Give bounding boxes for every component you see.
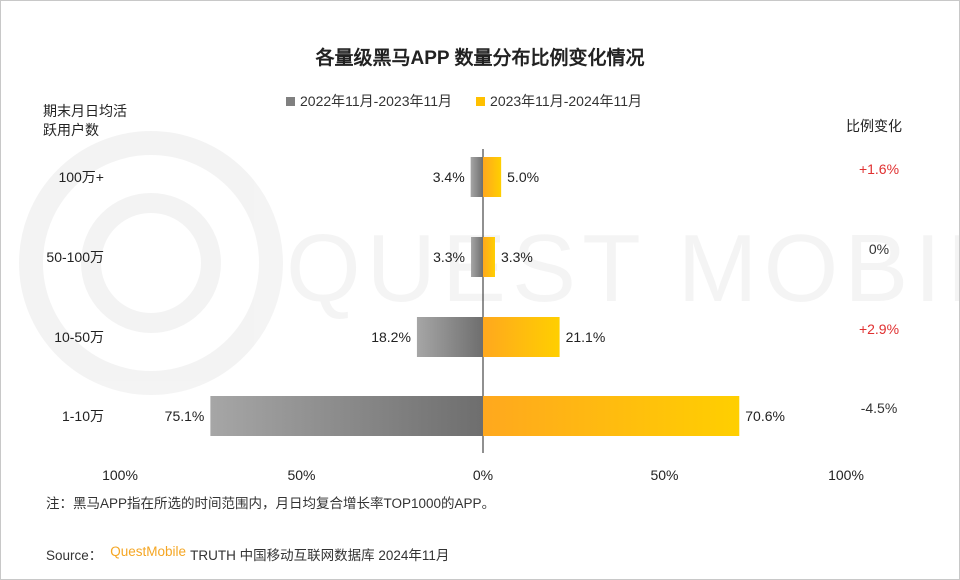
bar-series1-0 [470, 157, 483, 197]
legend-label-series-1: 2022年11月-2023年11月 [300, 93, 453, 109]
category-label-0: 100万+ [58, 169, 104, 185]
category-label-2: 10-50万 [54, 329, 104, 345]
legend-swatch-gray [286, 96, 295, 106]
labels-layer: 100万+ 3.4% 5.0% +1.6% 50-100万 3.3% 3.3% 0% 10-50… [46, 161, 899, 483]
bar-series1-1 [471, 237, 483, 277]
x-tick-label-2: 0% [473, 467, 493, 483]
source-text: TRUTH 中国移动互联网数据库 2024年11月 [190, 548, 450, 563]
x-tick-label-3: 50% [650, 467, 678, 483]
ratio-change-title: 比例变化 [846, 118, 902, 134]
data-label-series1-0: 3.4% [433, 169, 465, 185]
legend-item-series-1: 2022年11月-2023年11月 [286, 91, 452, 111]
y-axis-title: 期末月日均活跃用户数 [43, 102, 128, 140]
data-label-series2-0: 5.0% [507, 169, 539, 185]
bar-series1-3 [210, 396, 483, 436]
bars-layer [210, 157, 740, 436]
category-label-1: 50-100万 [46, 249, 104, 265]
footnote: 注：黑马APP指在所选的时间范围内，月日均复合增长率TOP1000的APP。 [46, 496, 496, 511]
bar-series2-0 [483, 157, 502, 197]
category-label-3: 1-10万 [62, 408, 104, 424]
bar-series2-2 [483, 317, 560, 357]
legend: 2022年11月-2023年11月 2023年11月-2024年11月 [286, 90, 666, 112]
source-brand: QuestMobile [110, 544, 187, 559]
legend-label-series-2: 2023年11月-2024年11月 [490, 93, 643, 109]
watermark-logo [19, 131, 283, 395]
ratio-change-0: +1.6% [859, 161, 899, 177]
chart-title: 各量级黑马APP 数量分布比例变化情况 [315, 48, 645, 69]
legend-item-series-2: 2023年11月-2024年11月 [476, 91, 642, 111]
y-axis-title-text: 期末月日均活跃用户数 [43, 103, 127, 138]
legend-swatch-gold [476, 96, 486, 106]
data-label-series2-2: 21.1% [566, 329, 606, 345]
bar-series2-3 [483, 396, 740, 436]
ratio-change-2: +2.9% [859, 321, 899, 337]
bar-series2-1 [483, 237, 495, 277]
source-prefix: Source： [46, 548, 103, 563]
watermark-text: QUEST MOBILE [286, 215, 959, 322]
x-tick-label-1: 50% [287, 467, 315, 483]
data-label-series1-1: 3.3% [433, 249, 465, 265]
source-line: Source： QuestMobile TRUTH 中国移动互联网数据库 202… [46, 544, 449, 564]
data-label-series1-3: 75.1% [165, 408, 205, 424]
data-label-series2-1: 3.3% [501, 249, 533, 265]
data-label-series1-2: 18.2% [371, 329, 411, 345]
data-label-series2-3: 70.6% [745, 408, 785, 424]
bar-series1-2 [416, 317, 483, 357]
ratio-change-3: -4.5% [861, 400, 898, 416]
x-tick-label-4: 100% [828, 467, 864, 483]
x-tick-label-0: 100% [102, 467, 138, 483]
ratio-change-1: 0% [869, 241, 889, 257]
